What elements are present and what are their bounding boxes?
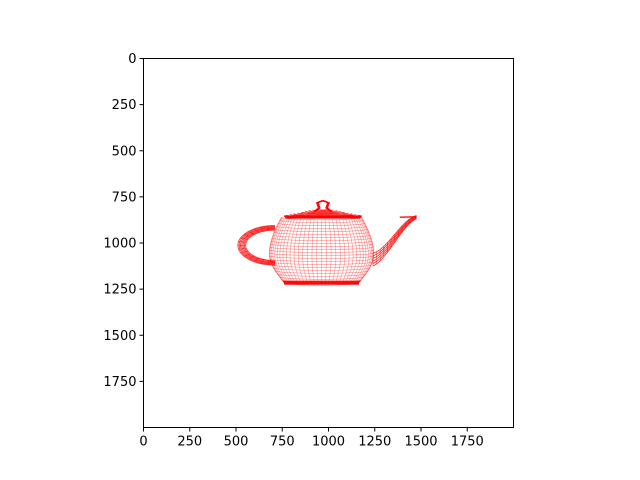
body-mesh-meridian <box>307 219 312 286</box>
body-mesh-meridian <box>341 219 350 285</box>
handle-mesh <box>240 237 248 240</box>
y-tick-label: 1250 <box>103 283 136 298</box>
plot-area <box>237 199 417 286</box>
handle-mesh <box>238 241 247 243</box>
lid-dome-ring <box>293 213 353 216</box>
body-mesh-meridian <box>269 217 285 284</box>
body-mesh-meridian <box>343 219 354 285</box>
body-mesh-meridian <box>286 218 297 285</box>
body-mesh-meridian <box>274 218 289 284</box>
handle-mesh <box>243 253 251 257</box>
handle-mesh <box>260 226 264 232</box>
body-mesh-meridian <box>346 218 358 285</box>
handle-mesh <box>267 260 270 265</box>
x-axis-ticks: 0 250 500 750 1000 1250 1500 1750 <box>139 427 484 450</box>
body-mesh-meridian <box>276 218 290 285</box>
body-mesh-meridian <box>358 217 374 284</box>
body-mesh-meridian <box>324 219 327 286</box>
body-mesh-meridian <box>282 218 295 285</box>
body-mesh-meridian <box>289 219 300 285</box>
body-mesh-meridian <box>328 219 332 286</box>
y-tick-label: 1500 <box>103 329 136 344</box>
lid-dome-ring <box>289 214 357 217</box>
body-mesh-meridian <box>293 219 303 285</box>
body-mesh-meridian <box>316 219 319 286</box>
y-tick-label: 750 <box>112 190 137 205</box>
body-mesh-meridian <box>272 217 287 284</box>
lid-dome-ring <box>297 212 349 215</box>
y-tick-label: 250 <box>112 98 137 113</box>
body-mesh-meridian <box>271 217 286 284</box>
x-tick-label: 1250 <box>358 435 391 450</box>
y-tick-label: 0 <box>128 52 136 67</box>
handle-mesh <box>238 247 247 250</box>
x-tick-label: 750 <box>270 435 295 450</box>
x-tick-label: 1000 <box>312 435 345 450</box>
x-tick-label: 250 <box>177 435 202 450</box>
x-tick-label: 500 <box>224 435 249 450</box>
y-axis-ticks: 0 250 500 750 1000 1250 1500 1750 <box>103 52 144 390</box>
handle-mesh <box>254 257 259 263</box>
handle-mesh <box>267 225 270 231</box>
body-mesh-meridian <box>298 219 306 286</box>
lid-dome-ring <box>304 211 342 213</box>
axes-frame <box>143 58 514 428</box>
handle-mesh <box>248 231 255 235</box>
y-tick-label: 500 <box>112 144 137 159</box>
body-mesh-meridian <box>353 218 367 285</box>
body-mesh-meridian <box>338 219 346 286</box>
handle-mesh <box>248 255 255 260</box>
lid-knob <box>315 199 333 213</box>
body-mesh-meridian <box>351 218 364 285</box>
body-mesh-meridian <box>331 219 337 286</box>
lid-dome-ring <box>308 210 338 212</box>
body-mesh-meridian <box>354 218 369 284</box>
x-tick-label: 0 <box>139 435 147 450</box>
y-tick-label: 1000 <box>103 237 136 252</box>
y-tick-label: 1750 <box>103 375 136 390</box>
lid-dome-ring <box>285 214 361 217</box>
handle-mesh <box>240 250 248 254</box>
body-mesh-meridian <box>302 219 309 286</box>
handle-mesh <box>243 234 251 238</box>
body-mesh-meridian <box>349 218 361 285</box>
x-tick-label: 1500 <box>404 435 437 450</box>
lid-dome-ring <box>312 209 334 212</box>
handle-mesh <box>254 228 259 233</box>
lid-dome-ring <box>300 211 345 214</box>
body-mesh-meridian <box>357 217 373 284</box>
body-mesh-meridian <box>311 219 315 286</box>
body-mesh-meridian <box>334 219 341 286</box>
body-mesh-meridian <box>269 217 285 284</box>
x-tick-label: 1750 <box>451 435 484 450</box>
body-mesh-meridian <box>358 217 375 283</box>
body-mesh-meridian <box>356 217 371 284</box>
handle-mesh <box>260 259 264 264</box>
body-mesh-meridian <box>279 218 292 285</box>
